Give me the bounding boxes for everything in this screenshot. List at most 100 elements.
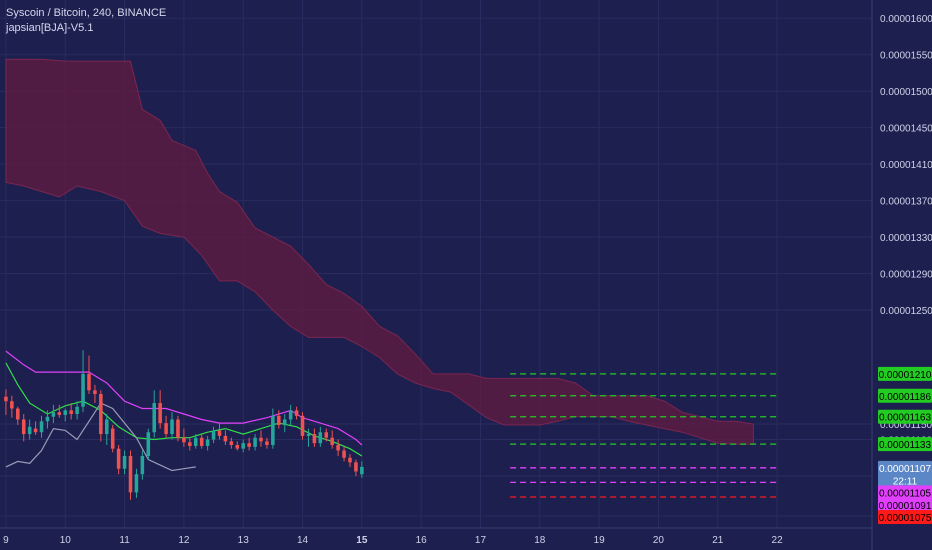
time-axis-label: 9 (3, 535, 9, 546)
candle-body (134, 474, 139, 493)
indicator-line-green (5, 362, 363, 457)
candle-body (199, 437, 204, 446)
candle-body (247, 443, 251, 447)
candle-body (336, 445, 340, 451)
chart-header: Syscoin / Bitcoin, 240, BINANCE japsian[… (6, 6, 166, 36)
candle-body (63, 410, 68, 415)
price-tag-label: 0.00001091 (879, 501, 932, 512)
price-axis-label: 0.00001410 (880, 160, 932, 171)
price-axis-label: 0.00001550 (880, 51, 932, 62)
price-tag-bg (878, 388, 932, 403)
candle-body (282, 419, 287, 425)
candle-body (27, 426, 32, 435)
price-tag-bg (878, 498, 932, 513)
time-axis-label: 21 (712, 535, 724, 546)
candle-body (318, 432, 323, 444)
price-tag-bg (878, 460, 932, 475)
price-tag-label: 0.00001075 (879, 513, 932, 524)
candle-body (193, 437, 198, 446)
candle-body (241, 443, 245, 449)
candle-body (10, 401, 14, 409)
candle-body (217, 430, 222, 436)
candle-body (182, 437, 186, 443)
price-tag-bg (878, 437, 932, 452)
candle-body (140, 455, 145, 475)
price-axis-label: 0.00001330 (880, 233, 932, 244)
price-axis-panel (872, 0, 932, 550)
candle-body (33, 428, 38, 433)
price-axis-label: 0.00001600 (880, 14, 932, 25)
time-axis-label: 15 (356, 535, 368, 546)
candle-body (4, 396, 8, 402)
candle-body (164, 423, 168, 435)
price-axis-label: 0.00001370 (880, 197, 932, 208)
time-axis-label: 13 (238, 535, 250, 546)
symbol-title[interactable]: Syscoin / Bitcoin, 240, BINANCE (6, 7, 167, 19)
candle-body (69, 410, 73, 415)
candle-body (211, 430, 216, 440)
candle-body (188, 442, 192, 446)
price-tag-bg (878, 409, 932, 424)
price-tag-bg (878, 366, 932, 381)
candle-body (342, 450, 346, 458)
price-tag-label: 0.00001107 (879, 464, 932, 475)
candle-body (288, 410, 293, 420)
candle-body (294, 410, 299, 416)
price-tag-label: 0.00001163 (879, 413, 932, 424)
time-axis-label: 12 (178, 535, 190, 546)
candle-body (205, 439, 210, 446)
target-levels (510, 373, 778, 498)
price-tag-bg (878, 473, 932, 488)
candle-body (116, 448, 121, 469)
time-axis-label: 14 (297, 535, 309, 546)
candle-body (110, 428, 115, 449)
price-axis-label: 0.00001150 (880, 420, 932, 431)
candle-body (16, 408, 20, 420)
price-axis-label: 0.00001290 (880, 270, 932, 281)
price-axis-label: 0.00001450 (880, 124, 932, 135)
candle-body (330, 437, 334, 446)
candle-body (360, 466, 364, 475)
candle-body (104, 419, 109, 435)
candle-body (146, 432, 151, 456)
candle-body (324, 432, 329, 438)
candle-body (75, 406, 79, 415)
candle-body (176, 419, 180, 438)
price-tag-bg (878, 510, 932, 525)
price-tag-bg (878, 485, 932, 500)
time-axis-label: 18 (534, 535, 546, 546)
price-tag-label: 22:11 (893, 477, 918, 488)
indicator-line-magenta (5, 350, 363, 446)
candle-body (265, 441, 269, 446)
candles (4, 350, 364, 500)
candle-body (223, 435, 228, 442)
candle-body (81, 373, 85, 407)
price-axis-label: 0.00001250 (880, 306, 932, 317)
indicator-label[interactable]: japsian[BJA]-V5.1 (6, 22, 94, 34)
candle-body (122, 455, 127, 469)
price-tag-label: 0.00001186 (879, 392, 932, 403)
candle-body (253, 437, 257, 447)
price-tag-label: 0.00001210 (879, 370, 932, 381)
candle-body (312, 434, 317, 444)
time-axis-label: 19 (594, 535, 606, 546)
candle-body (271, 415, 275, 446)
candle-body (300, 415, 305, 436)
price-tag-label: 0.00001133 (879, 440, 932, 451)
candle-body (229, 441, 234, 446)
time-axis-label: 16 (416, 535, 428, 546)
candle-body (259, 437, 263, 442)
time-axis-label: 17 (475, 535, 487, 546)
candle-body (128, 455, 133, 493)
time-axis-label: 11 (119, 535, 130, 546)
candle-body (51, 412, 56, 417)
candle-body (45, 416, 50, 422)
candle-body (348, 457, 352, 463)
candle-body (21, 419, 26, 435)
candle-body (235, 445, 240, 449)
candle-body (306, 434, 311, 436)
candle-body (158, 403, 162, 424)
